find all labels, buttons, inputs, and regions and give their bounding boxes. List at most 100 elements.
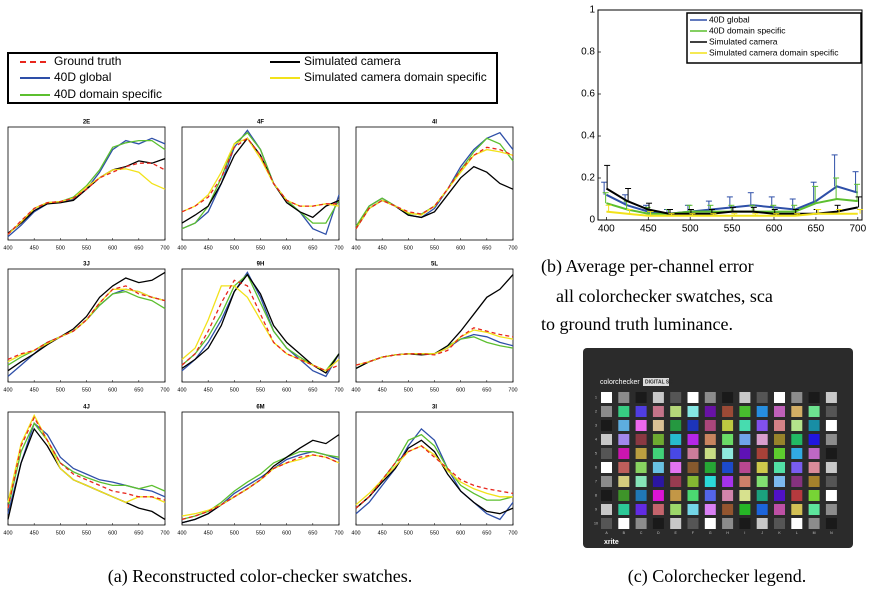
color-patch xyxy=(791,420,803,431)
color-patch xyxy=(774,462,785,473)
panel-title: 4I xyxy=(432,120,437,126)
color-patch xyxy=(618,434,630,445)
color-patch xyxy=(774,504,785,515)
color-patch xyxy=(618,392,630,403)
color-patch xyxy=(791,392,803,403)
row-label: 6 xyxy=(595,465,597,469)
x-tick-label: 550 xyxy=(724,224,741,235)
x-tick-label: 400 xyxy=(3,245,12,251)
column-label: A xyxy=(605,531,608,535)
column-label: N xyxy=(830,531,833,535)
series-line xyxy=(355,445,514,509)
error-bar xyxy=(605,204,612,212)
color-patch xyxy=(635,448,647,459)
column-label: D xyxy=(657,531,660,535)
color-patch xyxy=(722,420,734,431)
color-patch xyxy=(601,434,612,445)
color-patch xyxy=(825,406,837,417)
legend-box xyxy=(7,52,498,104)
color-patch xyxy=(739,392,751,403)
series-line xyxy=(7,422,166,509)
legend-box xyxy=(686,12,862,64)
color-patch xyxy=(704,448,716,459)
x-tick-label: 700 xyxy=(334,387,343,393)
x-tick-label: 600 xyxy=(108,245,117,251)
color-patch xyxy=(670,420,682,431)
panel-title: 4F xyxy=(257,120,264,126)
error-bar xyxy=(747,192,754,206)
color-patch xyxy=(791,462,803,473)
panel-frame xyxy=(7,126,166,241)
x-tick-label: 400 xyxy=(351,245,360,251)
error-bar xyxy=(833,177,840,199)
color-patch xyxy=(618,406,630,417)
x-tick-label: 500 xyxy=(230,245,239,251)
error-bar xyxy=(646,202,653,210)
x-tick-label: 550 xyxy=(256,245,265,251)
series-line xyxy=(355,327,514,366)
legend-label: Simulated camera xyxy=(304,54,401,68)
panel-frame xyxy=(7,411,166,526)
color-patch xyxy=(670,518,682,529)
error-bar xyxy=(855,196,862,208)
x-tick-label: 700 xyxy=(508,530,517,536)
color-patch xyxy=(635,434,647,445)
error-bar xyxy=(604,164,611,189)
color-patch xyxy=(601,420,612,431)
color-patch xyxy=(601,476,612,487)
series-line xyxy=(606,210,858,217)
panel-title: 9H xyxy=(257,262,265,268)
column-label: E xyxy=(675,531,678,535)
x-tick-label: 500 xyxy=(230,530,239,536)
color-patch xyxy=(739,462,751,473)
series-line xyxy=(7,162,166,235)
color-patch xyxy=(808,392,820,403)
color-patch xyxy=(670,448,682,459)
x-tick-label: 500 xyxy=(230,387,239,393)
legend-label: Ground truth xyxy=(54,54,121,68)
panel-frame xyxy=(181,411,340,526)
x-tick-label: 550 xyxy=(430,530,439,536)
error-bar xyxy=(857,209,864,214)
color-patch xyxy=(652,392,664,403)
color-patch xyxy=(808,490,820,501)
y-tick-label: 0.4 xyxy=(581,131,595,142)
color-patch xyxy=(808,406,820,417)
color-patch xyxy=(825,434,837,445)
color-patch xyxy=(670,490,682,501)
x-tick-label: 600 xyxy=(282,530,291,536)
x-tick-label: 450 xyxy=(378,245,387,251)
series-line xyxy=(7,416,166,509)
color-patch xyxy=(704,518,716,529)
colorchecker-edition: DIGITAL SG xyxy=(645,379,673,385)
color-patch xyxy=(635,518,647,529)
panel-title: 2E xyxy=(83,120,90,126)
color-patch xyxy=(774,434,785,445)
color-patch xyxy=(739,518,751,529)
color-patch xyxy=(774,392,785,403)
caption-a: (a) Reconstructed color-checker swatches… xyxy=(108,566,413,587)
panel-title: 5L xyxy=(431,262,438,268)
color-patch xyxy=(791,476,803,487)
panel-frame xyxy=(181,126,340,241)
color-patch xyxy=(652,448,664,459)
series-line xyxy=(181,450,340,521)
color-patch xyxy=(687,434,699,445)
x-tick-label: 500 xyxy=(404,245,413,251)
column-label: F xyxy=(692,531,694,535)
x-tick-label: 450 xyxy=(204,387,213,393)
x-tick-label: 700 xyxy=(160,530,169,536)
legend-label: Simulated camera domain specific xyxy=(709,47,839,57)
color-patch xyxy=(756,406,768,417)
color-patch xyxy=(670,434,682,445)
color-patch xyxy=(652,434,664,445)
color-patch xyxy=(687,420,699,431)
color-patch xyxy=(704,420,716,431)
x-tick-label: 450 xyxy=(378,530,387,536)
error-bar xyxy=(852,171,859,193)
color-patch xyxy=(652,406,664,417)
color-patch xyxy=(618,490,630,501)
x-tick-label: 700 xyxy=(160,245,169,251)
color-patch xyxy=(791,448,803,459)
color-patch xyxy=(756,420,768,431)
